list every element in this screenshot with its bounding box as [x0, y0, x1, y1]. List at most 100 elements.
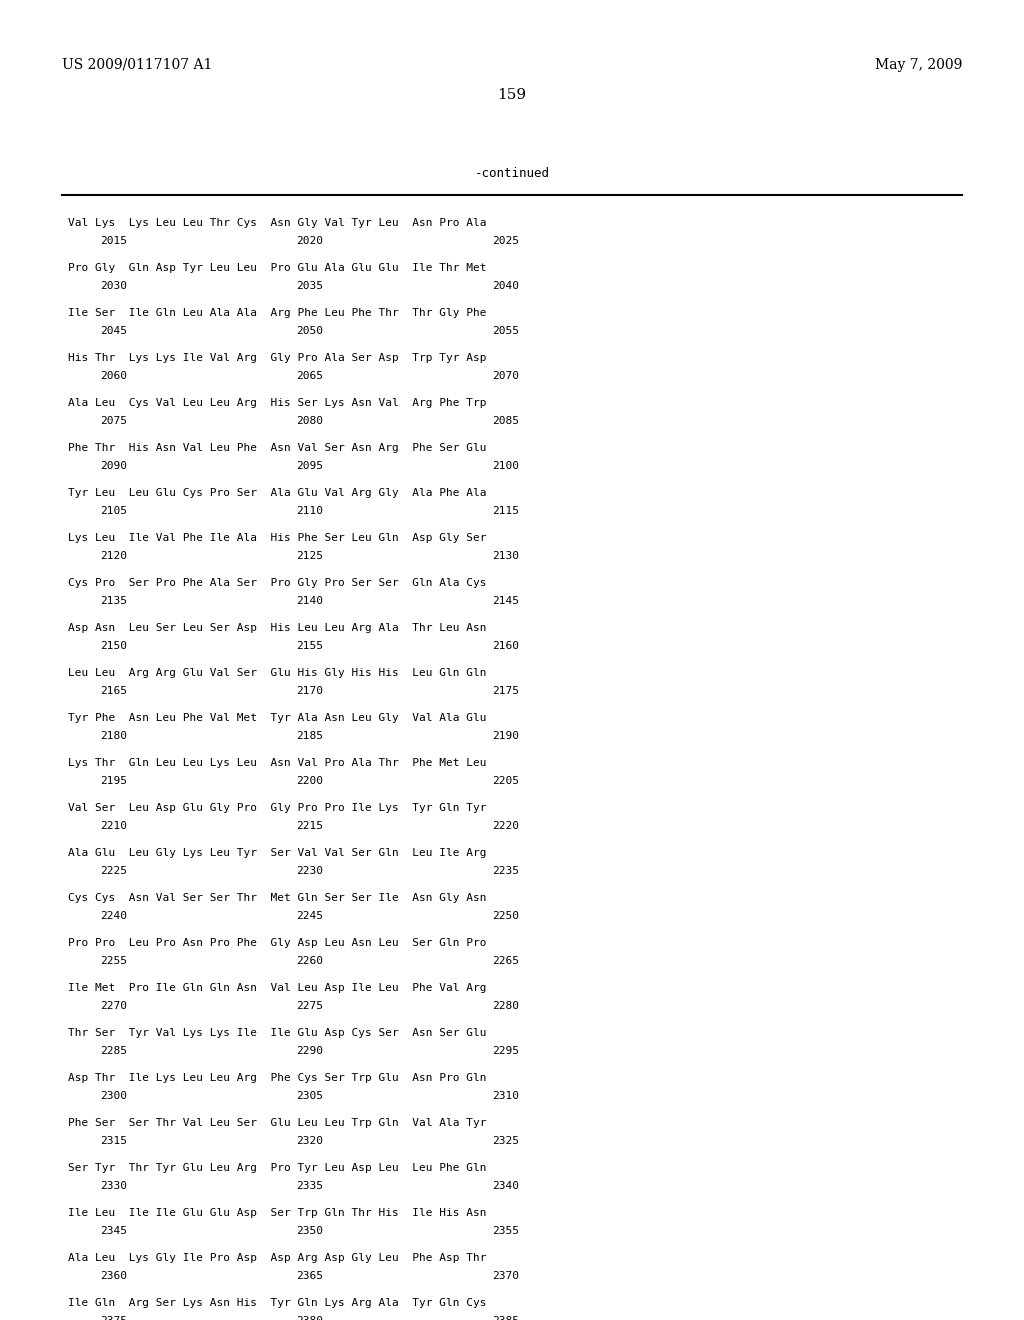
Text: 2305: 2305: [296, 1092, 323, 1101]
Text: 2330: 2330: [100, 1181, 127, 1191]
Text: 2370: 2370: [492, 1271, 519, 1280]
Text: 2335: 2335: [296, 1181, 323, 1191]
Text: 2360: 2360: [100, 1271, 127, 1280]
Text: 2290: 2290: [296, 1045, 323, 1056]
Text: 2025: 2025: [492, 236, 519, 246]
Text: 2100: 2100: [492, 461, 519, 471]
Text: Thr Ser  Tyr Val Lys Lys Ile  Ile Glu Asp Cys Ser  Asn Ser Glu: Thr Ser Tyr Val Lys Lys Ile Ile Glu Asp …: [68, 1028, 486, 1038]
Text: 2115: 2115: [492, 506, 519, 516]
Text: 2015: 2015: [100, 236, 127, 246]
Text: 2185: 2185: [296, 731, 323, 741]
Text: 2300: 2300: [100, 1092, 127, 1101]
Text: 2245: 2245: [296, 911, 323, 921]
Text: Ile Leu  Ile Ile Glu Glu Asp  Ser Trp Gln Thr His  Ile His Asn: Ile Leu Ile Ile Glu Glu Asp Ser Trp Gln …: [68, 1208, 486, 1218]
Text: 2235: 2235: [492, 866, 519, 876]
Text: Lys Leu  Ile Val Phe Ile Ala  His Phe Ser Leu Gln  Asp Gly Ser: Lys Leu Ile Val Phe Ile Ala His Phe Ser …: [68, 533, 486, 543]
Text: Ile Gln  Arg Ser Lys Asn His  Tyr Gln Lys Arg Ala  Tyr Gln Cys: Ile Gln Arg Ser Lys Asn His Tyr Gln Lys …: [68, 1298, 486, 1308]
Text: 2275: 2275: [296, 1001, 323, 1011]
Text: Ala Leu  Lys Gly Ile Pro Asp  Asp Arg Asp Gly Leu  Phe Asp Thr: Ala Leu Lys Gly Ile Pro Asp Asp Arg Asp …: [68, 1253, 486, 1263]
Text: 2340: 2340: [492, 1181, 519, 1191]
Text: 2095: 2095: [296, 461, 323, 471]
Text: 2325: 2325: [492, 1137, 519, 1146]
Text: Ile Ser  Ile Gln Leu Ala Ala  Arg Phe Leu Phe Thr  Thr Gly Phe: Ile Ser Ile Gln Leu Ala Ala Arg Phe Leu …: [68, 308, 486, 318]
Text: 2040: 2040: [492, 281, 519, 290]
Text: 2210: 2210: [100, 821, 127, 832]
Text: May 7, 2009: May 7, 2009: [874, 58, 962, 73]
Text: 2380: 2380: [296, 1316, 323, 1320]
Text: Cys Pro  Ser Pro Phe Ala Ser  Pro Gly Pro Ser Ser  Gln Ala Cys: Cys Pro Ser Pro Phe Ala Ser Pro Gly Pro …: [68, 578, 486, 587]
Text: 2060: 2060: [100, 371, 127, 381]
Text: 2085: 2085: [492, 416, 519, 426]
Text: Asp Asn  Leu Ser Leu Ser Asp  His Leu Leu Arg Ala  Thr Leu Asn: Asp Asn Leu Ser Leu Ser Asp His Leu Leu …: [68, 623, 486, 634]
Text: 2345: 2345: [100, 1226, 127, 1236]
Text: 2355: 2355: [492, 1226, 519, 1236]
Text: US 2009/0117107 A1: US 2009/0117107 A1: [62, 58, 212, 73]
Text: 2280: 2280: [492, 1001, 519, 1011]
Text: 159: 159: [498, 88, 526, 102]
Text: Ile Met  Pro Ile Gln Gln Asn  Val Leu Asp Ile Leu  Phe Val Arg: Ile Met Pro Ile Gln Gln Asn Val Leu Asp …: [68, 983, 486, 993]
Text: 2265: 2265: [492, 956, 519, 966]
Text: 2105: 2105: [100, 506, 127, 516]
Text: 2050: 2050: [296, 326, 323, 337]
Text: 2055: 2055: [492, 326, 519, 337]
Text: Ser Tyr  Thr Tyr Glu Leu Arg  Pro Tyr Leu Asp Leu  Leu Phe Gln: Ser Tyr Thr Tyr Glu Leu Arg Pro Tyr Leu …: [68, 1163, 486, 1173]
Text: 2150: 2150: [100, 642, 127, 651]
Text: 2035: 2035: [296, 281, 323, 290]
Text: Leu Leu  Arg Arg Glu Val Ser  Glu His Gly His His  Leu Gln Gln: Leu Leu Arg Arg Glu Val Ser Glu His Gly …: [68, 668, 486, 678]
Text: Val Lys  Lys Leu Leu Thr Cys  Asn Gly Val Tyr Leu  Asn Pro Ala: Val Lys Lys Leu Leu Thr Cys Asn Gly Val …: [68, 218, 486, 228]
Text: Lys Thr  Gln Leu Leu Lys Leu  Asn Val Pro Ala Thr  Phe Met Leu: Lys Thr Gln Leu Leu Lys Leu Asn Val Pro …: [68, 758, 486, 768]
Text: Phe Ser  Ser Thr Val Leu Ser  Glu Leu Leu Trp Gln  Val Ala Tyr: Phe Ser Ser Thr Val Leu Ser Glu Leu Leu …: [68, 1118, 486, 1129]
Text: 2385: 2385: [492, 1316, 519, 1320]
Text: 2080: 2080: [296, 416, 323, 426]
Text: Asp Thr  Ile Lys Leu Leu Arg  Phe Cys Ser Trp Glu  Asn Pro Gln: Asp Thr Ile Lys Leu Leu Arg Phe Cys Ser …: [68, 1073, 486, 1082]
Text: 2070: 2070: [492, 371, 519, 381]
Text: 2030: 2030: [100, 281, 127, 290]
Text: Val Ser  Leu Asp Glu Gly Pro  Gly Pro Pro Ile Lys  Tyr Gln Tyr: Val Ser Leu Asp Glu Gly Pro Gly Pro Pro …: [68, 803, 486, 813]
Text: Ala Glu  Leu Gly Lys Leu Tyr  Ser Val Val Ser Gln  Leu Ile Arg: Ala Glu Leu Gly Lys Leu Tyr Ser Val Val …: [68, 847, 486, 858]
Text: 2205: 2205: [492, 776, 519, 785]
Text: 2155: 2155: [296, 642, 323, 651]
Text: 2375: 2375: [100, 1316, 127, 1320]
Text: 2130: 2130: [492, 550, 519, 561]
Text: Tyr Leu  Leu Glu Cys Pro Ser  Ala Glu Val Arg Gly  Ala Phe Ala: Tyr Leu Leu Glu Cys Pro Ser Ala Glu Val …: [68, 488, 486, 498]
Text: 2250: 2250: [492, 911, 519, 921]
Text: 2350: 2350: [296, 1226, 323, 1236]
Text: Cys Cys  Asn Val Ser Ser Thr  Met Gln Ser Ser Ile  Asn Gly Asn: Cys Cys Asn Val Ser Ser Thr Met Gln Ser …: [68, 894, 486, 903]
Text: 2255: 2255: [100, 956, 127, 966]
Text: 2220: 2220: [492, 821, 519, 832]
Text: 2160: 2160: [492, 642, 519, 651]
Text: 2020: 2020: [296, 236, 323, 246]
Text: 2090: 2090: [100, 461, 127, 471]
Text: 2170: 2170: [296, 686, 323, 696]
Text: 2195: 2195: [100, 776, 127, 785]
Text: 2225: 2225: [100, 866, 127, 876]
Text: His Thr  Lys Lys Ile Val Arg  Gly Pro Ala Ser Asp  Trp Tyr Asp: His Thr Lys Lys Ile Val Arg Gly Pro Ala …: [68, 352, 486, 363]
Text: 2190: 2190: [492, 731, 519, 741]
Text: 2165: 2165: [100, 686, 127, 696]
Text: 2140: 2140: [296, 597, 323, 606]
Text: -continued: -continued: [474, 168, 550, 180]
Text: Tyr Phe  Asn Leu Phe Val Met  Tyr Ala Asn Leu Gly  Val Ala Glu: Tyr Phe Asn Leu Phe Val Met Tyr Ala Asn …: [68, 713, 486, 723]
Text: 2310: 2310: [492, 1092, 519, 1101]
Text: Pro Pro  Leu Pro Asn Pro Phe  Gly Asp Leu Asn Leu  Ser Gln Pro: Pro Pro Leu Pro Asn Pro Phe Gly Asp Leu …: [68, 939, 486, 948]
Text: Ala Leu  Cys Val Leu Leu Arg  His Ser Lys Asn Val  Arg Phe Trp: Ala Leu Cys Val Leu Leu Arg His Ser Lys …: [68, 399, 486, 408]
Text: Phe Thr  His Asn Val Leu Phe  Asn Val Ser Asn Arg  Phe Ser Glu: Phe Thr His Asn Val Leu Phe Asn Val Ser …: [68, 444, 486, 453]
Text: 2285: 2285: [100, 1045, 127, 1056]
Text: 2230: 2230: [296, 866, 323, 876]
Text: 2295: 2295: [492, 1045, 519, 1056]
Text: 2110: 2110: [296, 506, 323, 516]
Text: 2320: 2320: [296, 1137, 323, 1146]
Text: 2315: 2315: [100, 1137, 127, 1146]
Text: 2045: 2045: [100, 326, 127, 337]
Text: 2120: 2120: [100, 550, 127, 561]
Text: 2260: 2260: [296, 956, 323, 966]
Text: 2065: 2065: [296, 371, 323, 381]
Text: Pro Gly  Gln Asp Tyr Leu Leu  Pro Glu Ala Glu Glu  Ile Thr Met: Pro Gly Gln Asp Tyr Leu Leu Pro Glu Ala …: [68, 263, 486, 273]
Text: 2180: 2180: [100, 731, 127, 741]
Text: 2270: 2270: [100, 1001, 127, 1011]
Text: 2145: 2145: [492, 597, 519, 606]
Text: 2125: 2125: [296, 550, 323, 561]
Text: 2215: 2215: [296, 821, 323, 832]
Text: 2075: 2075: [100, 416, 127, 426]
Text: 2175: 2175: [492, 686, 519, 696]
